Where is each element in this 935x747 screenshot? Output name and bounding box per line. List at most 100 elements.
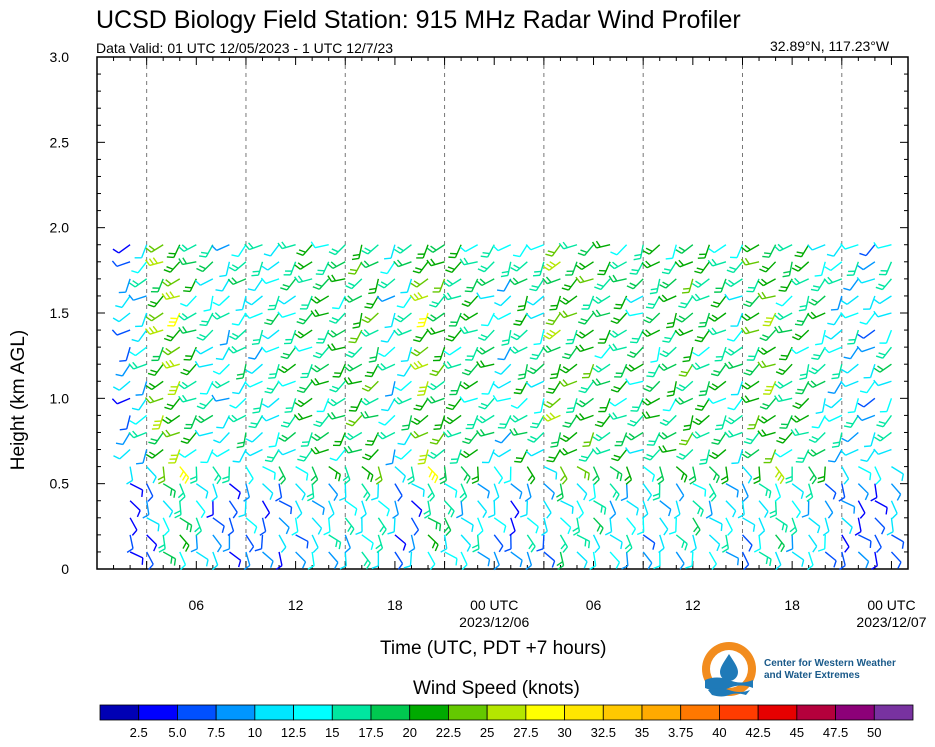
wind-barb <box>814 261 826 277</box>
colorbar-swatch <box>409 704 449 721</box>
barb-feather <box>545 276 552 283</box>
wind-barb <box>572 517 581 536</box>
barb-staff <box>333 397 346 407</box>
wind-barb <box>500 261 512 278</box>
barb-staff <box>656 278 661 293</box>
barb-staff <box>137 261 148 274</box>
barb-feather <box>567 407 575 410</box>
wind-barb <box>581 295 595 310</box>
barb-staff <box>510 483 523 493</box>
barb-feather <box>519 514 528 518</box>
barb-feather <box>841 368 848 374</box>
barb-feather <box>652 493 660 497</box>
barb-staff <box>403 295 413 308</box>
barb-feather <box>531 285 539 288</box>
wind-barb <box>227 277 247 285</box>
wind-barb <box>843 346 859 360</box>
wind-barb <box>815 329 826 346</box>
wind-barb <box>178 380 197 390</box>
barb-staff <box>696 363 710 371</box>
wind-barb <box>293 412 313 421</box>
barb-staff <box>845 448 859 456</box>
barb-feather <box>492 314 499 320</box>
colorbar-label: 42.5 <box>745 725 770 740</box>
wind-barb <box>641 500 649 519</box>
wind-barb <box>361 466 374 483</box>
barb-staff <box>316 363 330 373</box>
barb-staff <box>315 380 329 386</box>
barb-feather <box>510 404 518 409</box>
barb-staff <box>410 534 416 549</box>
barb-staff <box>729 431 743 438</box>
barb-staff <box>853 329 860 344</box>
barb-feather <box>115 442 124 446</box>
barb-feather <box>715 428 723 431</box>
wind-barb <box>262 483 274 500</box>
barb-staff <box>774 551 782 566</box>
barb-staff <box>331 346 346 351</box>
barb-staff <box>649 449 661 461</box>
barb-feather <box>297 262 305 268</box>
barb-staff <box>548 261 561 271</box>
wind-barb <box>757 414 776 424</box>
wind-barb <box>409 292 429 302</box>
barb-staff <box>874 466 882 480</box>
barb-feather <box>591 241 598 249</box>
barb-staff <box>488 449 495 463</box>
barb-staff <box>316 295 330 304</box>
barb-feather <box>111 398 118 405</box>
barb-feather <box>342 475 349 482</box>
barb-staff <box>626 517 636 530</box>
barb-feather <box>580 386 588 391</box>
barb-staff <box>741 483 749 497</box>
wind-barb <box>661 261 677 275</box>
barb-staff <box>377 534 384 549</box>
barb-staff <box>267 397 280 408</box>
barb-feather <box>297 458 305 462</box>
barb-feather <box>152 476 157 484</box>
barb-feather <box>678 246 686 252</box>
barb-staff <box>427 551 436 565</box>
barb-feather <box>678 315 686 321</box>
barb-feather <box>724 350 732 356</box>
wind-barb <box>576 397 594 408</box>
barb-staff <box>328 483 339 495</box>
wind-barb <box>721 534 730 553</box>
barb-feather <box>827 322 835 326</box>
wind-barb <box>779 415 793 429</box>
wind-barb <box>164 397 181 411</box>
barb-staff <box>432 380 445 391</box>
water-drop-sun-icon <box>702 642 756 697</box>
barb-feather <box>486 491 490 499</box>
colorbar-label: 10 <box>248 725 262 740</box>
barb-staff <box>234 261 247 272</box>
barb-staff <box>675 483 685 496</box>
barb-staff <box>463 329 478 335</box>
barb-staff <box>432 244 445 253</box>
barb-feather <box>634 253 642 257</box>
wind-barb <box>427 517 442 532</box>
barb-feather <box>415 404 423 408</box>
wind-barb <box>145 448 164 459</box>
barb-staff <box>728 363 743 370</box>
barb-feather <box>532 274 541 277</box>
barb-staff <box>725 500 737 512</box>
wind-barb <box>394 534 407 551</box>
barb-staff <box>493 534 504 547</box>
barb-staff <box>659 534 665 549</box>
wind-barb <box>232 380 247 395</box>
barb-staff <box>398 397 412 405</box>
barb-feather <box>194 417 202 424</box>
barb-staff <box>245 534 255 547</box>
barb-feather <box>631 528 637 536</box>
barb-staff <box>260 534 264 549</box>
wind-barb <box>227 517 235 537</box>
wind-barb <box>283 261 297 276</box>
barb-staff <box>688 346 694 361</box>
barb-feather <box>761 360 767 368</box>
barb-feather <box>643 387 651 392</box>
wind-barb <box>597 261 611 276</box>
wind-barb <box>278 363 297 374</box>
wind-barb <box>830 295 843 311</box>
barb-staff <box>249 312 263 319</box>
